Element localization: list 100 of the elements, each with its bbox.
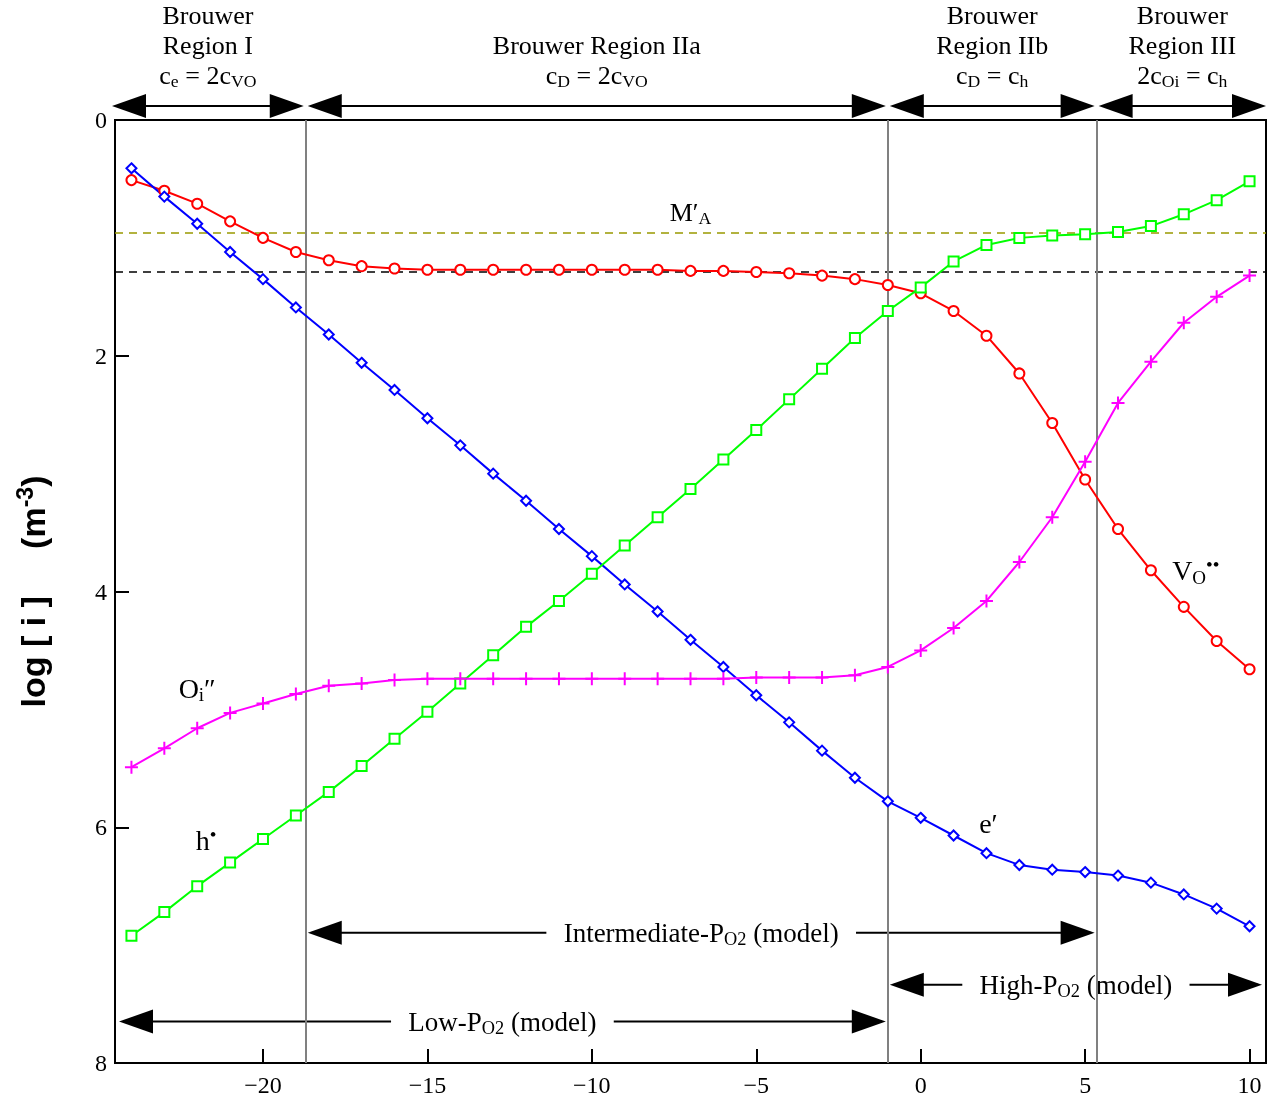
point [947,304,960,317]
point [814,670,830,686]
point [1242,268,1258,284]
point [1209,289,1225,305]
point [387,672,403,688]
point [585,263,598,276]
point [224,246,237,259]
point [750,689,763,702]
series-label: h• [195,823,217,857]
point [946,620,962,636]
point [783,393,796,406]
point [125,174,138,187]
point [947,829,960,842]
point [1144,564,1157,577]
point [552,523,565,536]
point [750,266,763,279]
point [388,732,401,745]
point [224,856,237,869]
point [914,811,927,824]
x-tick-label: 5 [1079,1072,1092,1098]
point [651,263,664,276]
y-tick-label: 6 [95,814,107,841]
point [322,254,335,267]
point [191,880,204,893]
point [125,929,138,942]
point [816,362,829,375]
point [585,567,598,580]
point [158,906,171,919]
point [848,332,861,345]
point [1143,354,1159,370]
point [454,439,467,452]
point [848,273,861,286]
point [191,217,204,230]
point [1046,416,1059,429]
point [913,642,929,658]
point [321,678,337,694]
point [684,482,697,495]
point [1177,600,1190,613]
point [289,809,302,822]
point [947,255,960,268]
point [520,263,533,276]
point [617,671,633,687]
point [156,740,172,756]
point [322,328,335,341]
point [354,675,370,691]
point [816,269,829,282]
y-tick-label: 8 [95,1050,107,1076]
point [978,593,994,609]
point [684,633,697,646]
point [651,511,664,524]
point [914,281,927,294]
point [748,670,764,686]
point [289,246,302,259]
point [1079,473,1092,486]
point [1176,315,1192,331]
point [1044,509,1060,525]
point [684,264,697,277]
point [288,686,304,702]
point [1210,902,1223,915]
point [717,264,730,277]
point [421,412,434,425]
point [816,744,829,757]
point [452,671,468,687]
point [552,594,565,607]
point [980,329,993,342]
point [1013,858,1026,871]
point [421,705,434,718]
point [618,539,631,552]
point [1013,367,1026,380]
point [1013,231,1026,244]
point [454,263,467,276]
point [1046,863,1059,876]
point [289,301,302,314]
point [1112,869,1125,882]
point [1144,220,1157,233]
point [1110,395,1126,411]
point [191,197,204,210]
point [551,671,567,687]
point [1210,194,1223,207]
point [1079,866,1092,879]
point [715,671,731,687]
point [421,263,434,276]
point [1243,920,1256,933]
point [322,785,335,798]
point [355,260,368,273]
point [781,670,797,686]
point [355,356,368,369]
point [1210,635,1223,647]
point [189,720,205,736]
point [1077,454,1093,470]
point [257,231,269,244]
point [848,771,861,784]
x-tick-label: −15 [408,1072,447,1098]
y-tick-label: 0 [95,107,107,133]
point [585,550,598,563]
point [487,649,500,662]
point [881,304,894,317]
point [125,162,138,175]
point [618,263,631,276]
x-tick-label: 10 [1237,1072,1262,1098]
